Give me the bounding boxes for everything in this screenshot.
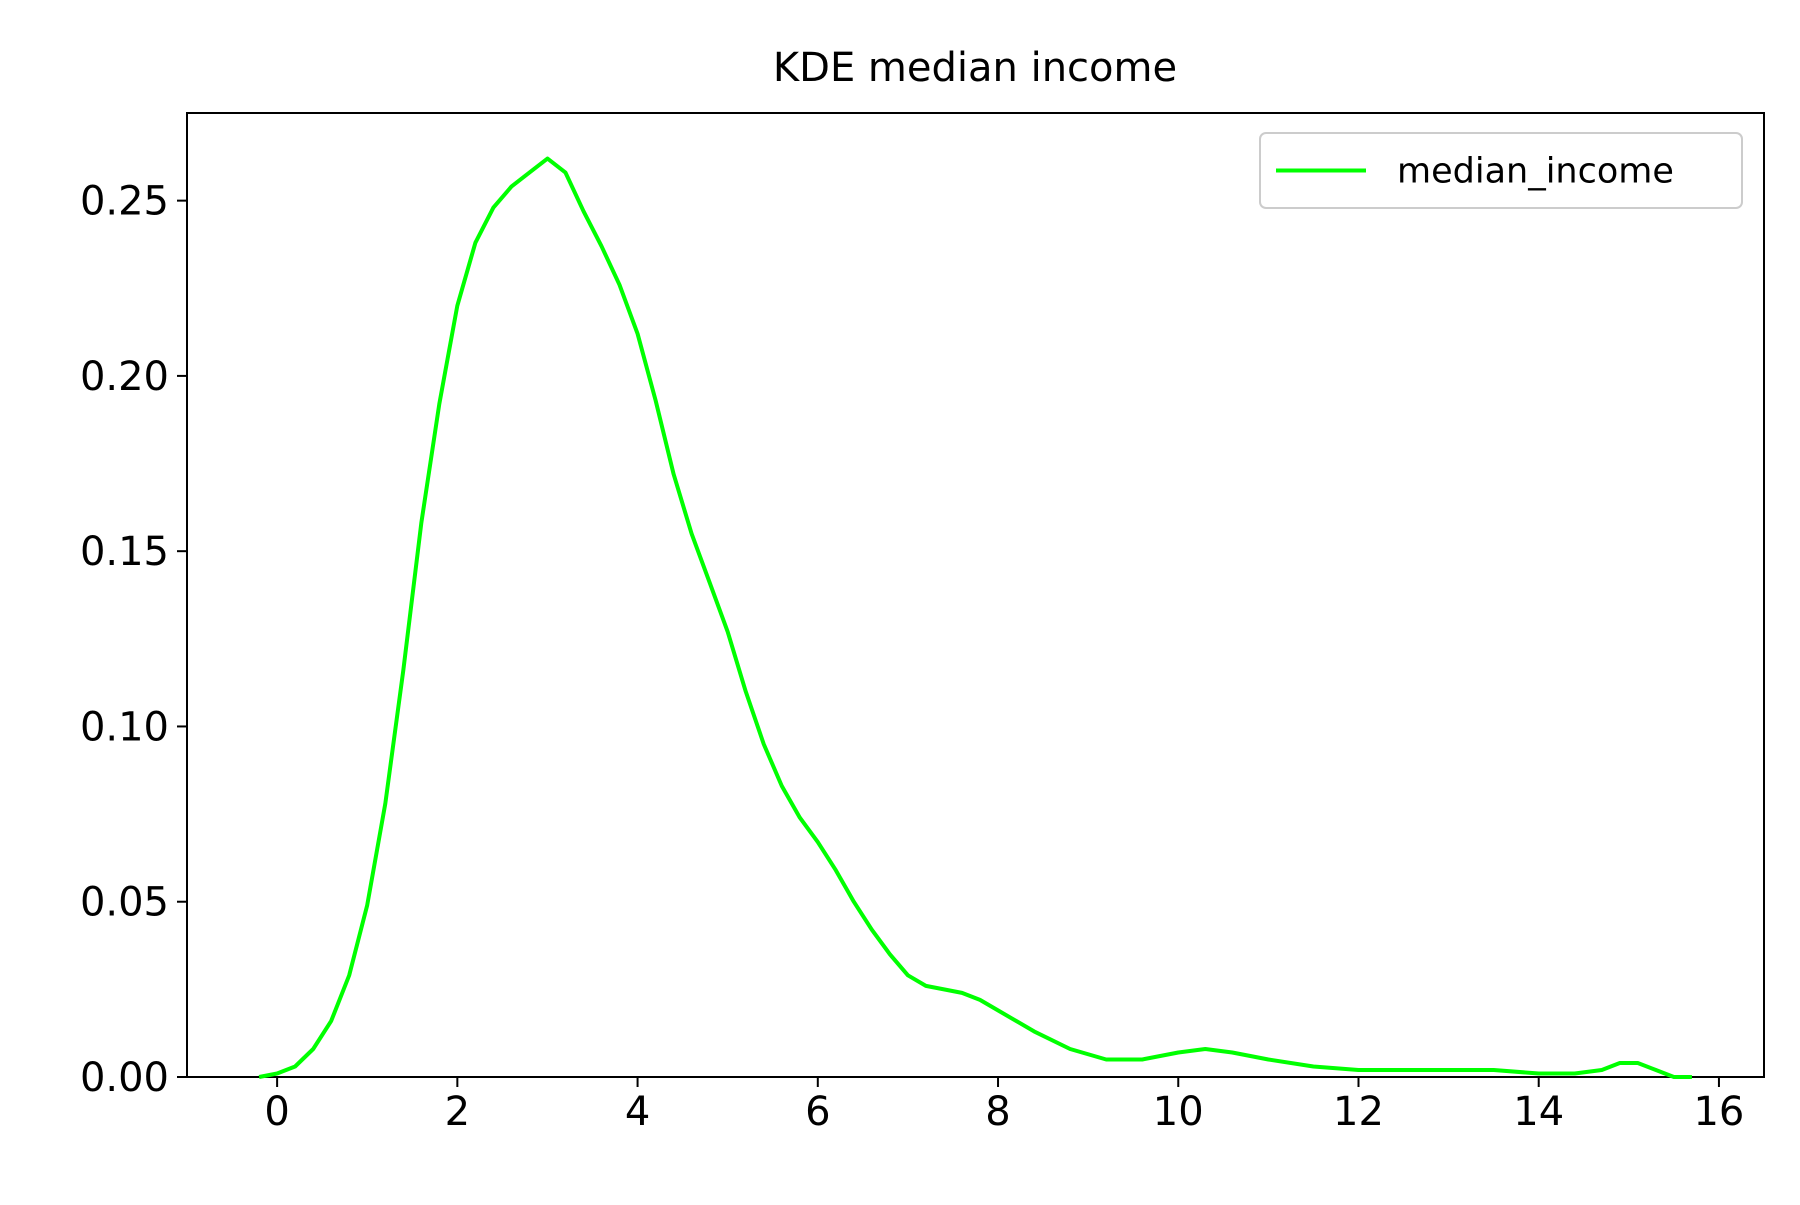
y-tick-label: 0.20 <box>80 354 169 400</box>
x-tick-label: 12 <box>1333 1089 1384 1135</box>
x-tick-label: 4 <box>625 1089 650 1135</box>
axes: 0 2 4 6 8 10 12 14 16 0.00 0.05 0.10 0.15 0.20 0.25 <box>80 112 1765 1135</box>
legend: median_income <box>1259 132 1743 209</box>
x-tick-label: 16 <box>1693 1089 1744 1135</box>
y-tick-label: 0.15 <box>80 529 169 575</box>
y-tick-label: 0.25 <box>80 179 169 225</box>
y-tick-label: 0.10 <box>80 704 169 750</box>
series-line-median_income <box>258 156 1692 1079</box>
x-tick-label: 2 <box>445 1089 470 1135</box>
legend-label: median_income <box>1397 152 1674 192</box>
x-tick-label: 6 <box>805 1089 830 1135</box>
x-tick-label: 0 <box>264 1089 289 1135</box>
x-tick-label: 8 <box>985 1089 1010 1135</box>
series-group <box>258 156 1692 1079</box>
x-tick-label: 10 <box>1153 1089 1204 1135</box>
y-tick-label: 0.00 <box>80 1055 169 1101</box>
legend-box <box>1259 132 1743 209</box>
chart-title: KDE median income <box>773 45 1177 91</box>
x-tick-label: 14 <box>1513 1089 1564 1135</box>
plot-frame <box>186 112 1765 1078</box>
y-tick-label: 0.05 <box>80 880 169 926</box>
